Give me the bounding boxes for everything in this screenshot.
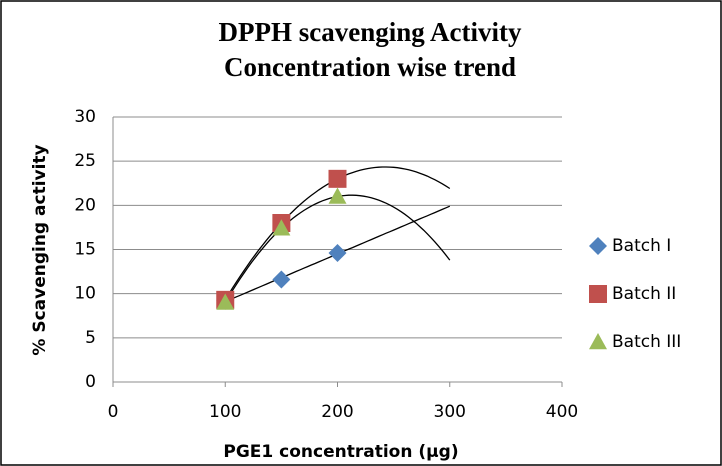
x-axis-title: PGE1 concentration (µg) — [223, 442, 458, 462]
y-tick-label: 30 — [74, 107, 96, 127]
x-tick-label: 200 — [321, 402, 353, 422]
y-tick-label: 25 — [74, 151, 96, 171]
y-tick-label: 20 — [74, 195, 96, 215]
marker — [328, 187, 347, 204]
y-tick-label: 0 — [85, 372, 96, 392]
marker — [216, 293, 235, 310]
y-tick-label: 10 — [74, 284, 96, 304]
marker — [328, 244, 347, 263]
y-tick-label: 5 — [85, 328, 96, 348]
y-tick-label: 15 — [74, 240, 96, 260]
x-tick-label: 400 — [546, 402, 578, 422]
marker — [272, 270, 291, 289]
marker — [589, 285, 607, 303]
marker — [272, 219, 291, 236]
marker — [589, 333, 607, 350]
x-tick-label: 0 — [108, 402, 119, 422]
legend-label: Batch II — [612, 284, 676, 304]
x-tick-label: 100 — [209, 402, 241, 422]
y-axis-title: % Scavenging activity — [30, 144, 50, 355]
legend-label: Batch III — [612, 332, 681, 352]
legend-label: Batch I — [612, 236, 671, 256]
marker — [328, 169, 347, 188]
x-tick-label: 300 — [434, 402, 466, 422]
chart-title: DPPH scavenging Activity — [219, 17, 522, 47]
marker — [589, 237, 607, 255]
chart-title: Concentration wise trend — [224, 52, 516, 82]
